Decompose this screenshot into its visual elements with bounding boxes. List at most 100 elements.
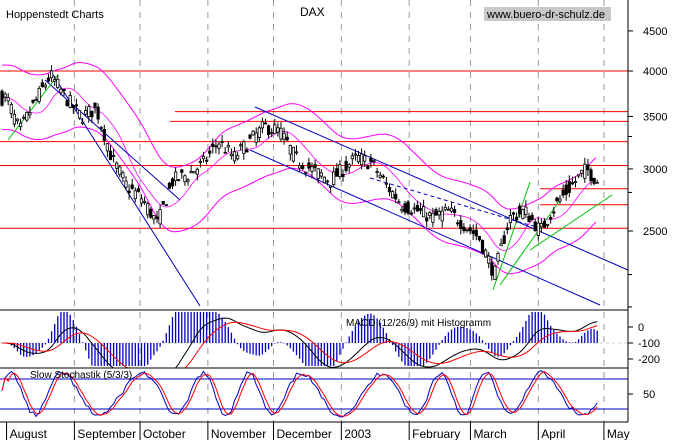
x-tick-label: April [541,427,565,440]
price-bar-body [9,104,13,114]
price-bar-body [99,126,103,129]
price-bar-body [558,198,562,202]
price-bar-body [161,200,165,205]
trendline [249,149,601,306]
price-bar-body [412,207,416,210]
price-bar-body [223,151,227,154]
price-bar-body [155,216,159,219]
price-bar-body [6,97,10,102]
price-bar-body [93,102,97,108]
x-tick-label: December [277,427,332,440]
x-tick-label: March [473,427,506,440]
support-trendline [529,194,613,251]
price-bar-body [239,144,243,147]
price-bar-body [177,179,181,181]
price-bar-body [0,90,4,106]
price-bar-body [220,141,224,143]
price-bar-body [313,164,317,168]
price-bar-body [570,182,575,185]
price-bar-body [434,209,438,216]
price-bar-body [394,193,398,200]
support-trendline [7,74,59,141]
price-bar-body [124,180,128,188]
price-bar-body [580,169,584,174]
price-bar-body [487,255,491,264]
price-bar-body [133,190,137,200]
price-bar-body [217,143,221,149]
macd-y-tick-label: -100 [638,338,660,350]
price-bar-body [465,229,469,232]
x-tick-label: October [143,427,186,440]
x-tick-label: May [607,427,630,440]
price-bar-body [390,191,395,199]
price-bar-body [347,164,351,168]
price-bar-body [18,122,23,128]
price-bar-body [583,163,587,179]
price-bar-body [37,87,41,102]
price-bar-body [375,171,379,173]
price-bar-body [477,235,482,241]
price-bar-body [328,185,333,188]
price-bar-body [452,209,457,213]
price-bar-body [474,229,478,237]
price-bar-body [493,265,497,281]
price-bar-body [589,169,593,181]
y-tick-label: 4500 [643,26,667,38]
price-bar-body [105,143,109,152]
price-bar-body [508,215,513,224]
price-bar-body [387,187,392,193]
price-bar-body [400,208,404,212]
price-bar-body [592,177,596,184]
price-bar-body [118,166,122,175]
price-bar-body [378,174,382,178]
price-bar-body [189,171,193,174]
price-bar-body [276,127,280,133]
price-bar-body [440,210,444,222]
price-bar-body [353,153,358,156]
price-bar-body [192,171,196,174]
macd-line [2,317,598,369]
support-trendline [492,181,531,291]
price-bar-body [136,188,140,192]
price-bar-body [40,82,44,87]
website-label: www.buero-dr-schulz.de [486,9,605,21]
trendline [254,106,629,271]
price-bar-body [511,212,516,215]
price-bar-body [530,214,534,220]
price-bar-body [332,171,336,185]
price-bar-body [294,151,299,154]
price-bar-body [449,207,454,212]
price-bar-body [456,222,460,225]
price-bar-body [65,100,69,107]
price-bar-body [127,190,131,194]
price-bar-body [499,243,503,247]
price-bar-body [28,112,32,116]
price-bar-body [260,121,265,129]
price-bar-body [542,220,547,228]
price-bar-body [121,172,125,179]
price-bar-body [208,150,212,154]
price-bar-body [573,181,578,183]
resistance-lines [0,70,628,229]
price-bar-body [524,206,528,216]
macd-y-tick-label: 0 [638,322,644,334]
price-bar-body [248,134,252,139]
price-bar-body [518,205,522,215]
price-bar-body [90,110,94,118]
price-bar-body [341,174,345,178]
price-bar-body [301,165,305,169]
price-bar-body [242,141,246,154]
price-bar-body [254,132,258,143]
price-bar-body [96,106,100,120]
price-bar-body [471,230,475,234]
price-bar-body [167,182,171,189]
price-bar-body [53,79,57,82]
price-bar-body [384,182,389,185]
price-bar-body [369,157,373,163]
y-tick-label: 3500 [643,111,667,123]
price-bar-body [43,84,48,88]
price-bar-body [310,166,314,172]
price-bar-body [130,184,134,189]
price-bar-body [297,165,302,169]
